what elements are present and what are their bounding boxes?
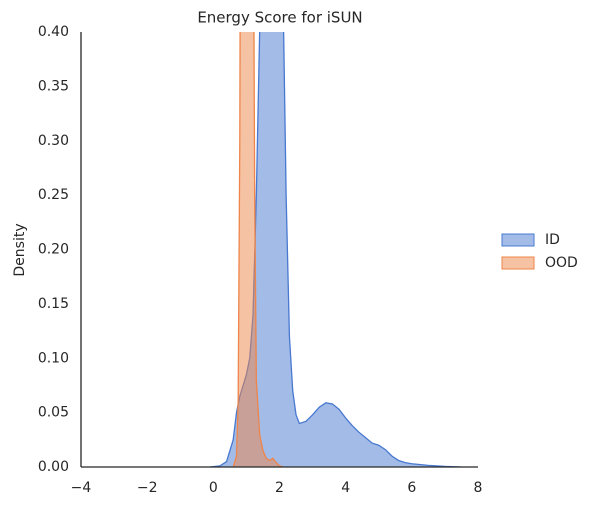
y-tick-label: 0.10	[38, 350, 69, 366]
y-tick-label: 0.35	[38, 78, 69, 94]
x-tick-label: −4	[71, 480, 92, 496]
x-tick-label: 6	[407, 480, 416, 496]
x-tick-label: −2	[137, 480, 158, 496]
x-tick-label: 0	[209, 480, 218, 496]
x-tick-label: 2	[275, 480, 284, 496]
legend-label: OOD	[545, 255, 578, 271]
y-tick-label: 0.40	[38, 24, 69, 40]
density-area	[210, 32, 462, 467]
legend-swatch	[501, 233, 535, 247]
y-tick-label: 0.15	[38, 296, 69, 312]
y-tick-label: 0.25	[38, 187, 69, 203]
density-group	[232, 32, 284, 467]
y-tick-label: 0.05	[38, 405, 69, 421]
legend-label: ID	[545, 232, 560, 248]
y-tick-label: 0.30	[38, 133, 69, 149]
density-area	[233, 32, 283, 467]
y-tick-label: 0.20	[38, 242, 69, 258]
y-axis-label: Density	[12, 223, 28, 276]
x-tick-label: 4	[341, 480, 350, 496]
y-tick-label: 0.00	[38, 459, 69, 475]
legend-swatch	[501, 256, 535, 270]
density-line	[232, 32, 284, 467]
chart-title: Energy Score for iSUN	[197, 9, 362, 27]
x-tick-label: 8	[474, 480, 483, 496]
